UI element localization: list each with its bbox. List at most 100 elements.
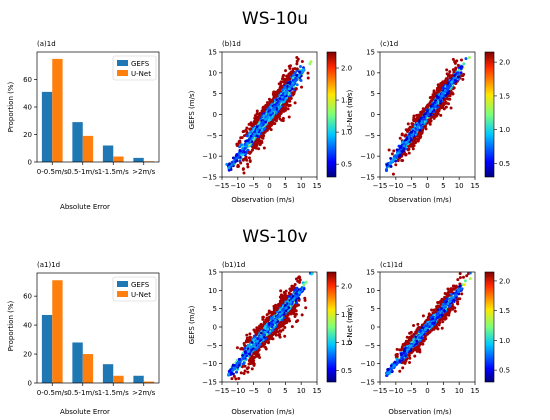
ytick-label: 15 xyxy=(208,269,217,277)
xtick-label: −10 xyxy=(388,387,403,395)
bar-a1-ylabel: Proportion (%) xyxy=(7,301,15,352)
ytick-label: 5 xyxy=(213,90,217,98)
scatter-b-ylabel: GEFS (m/s) xyxy=(188,90,196,129)
row-title-ws10v: WS-10v xyxy=(242,227,307,247)
xtick-label: 0.5-1m/s xyxy=(67,389,98,397)
scatter-c1-points xyxy=(385,272,472,377)
xtick-label: 5 xyxy=(441,182,445,190)
ytick-label: −10 xyxy=(360,153,375,161)
ytick-label: 0 xyxy=(213,111,217,119)
colorbar-tick-label: 1.5 xyxy=(499,92,510,100)
panel-title-c: (c)1d xyxy=(380,40,398,48)
bar-a1-gefs-3 xyxy=(133,376,143,383)
legend-label-gefs: GEFS xyxy=(131,281,150,289)
ytick-label: 20 xyxy=(23,131,32,139)
legend-label-u-net: U-Net xyxy=(131,70,151,78)
bar-a-gefs-1 xyxy=(72,122,82,162)
ytick-label: 20 xyxy=(23,351,32,359)
ytick-label: −10 xyxy=(202,360,217,368)
xtick-label: −5 xyxy=(407,387,417,395)
colorbar-c1 xyxy=(485,272,494,382)
bar-a-gefs-0 xyxy=(42,92,52,162)
legend-label-gefs: GEFS xyxy=(131,60,150,68)
bar-a-u-net-2 xyxy=(113,157,123,163)
colorbar-tick-label: 1.0 xyxy=(341,129,352,137)
xtick-label: 15 xyxy=(471,182,480,190)
xtick-label: −5 xyxy=(407,182,417,190)
legend-swatch-u-net xyxy=(117,291,128,297)
xtick-label: 10 xyxy=(297,182,306,190)
ytick-label: 15 xyxy=(208,49,217,57)
scatter-c-xlabel: Observation (m/s) xyxy=(388,196,451,204)
ytick-label: 60 xyxy=(23,76,32,84)
ytick-label: −10 xyxy=(202,153,217,161)
ytick-label: 0 xyxy=(28,159,32,167)
bar-a-u-net-1 xyxy=(83,136,93,162)
ytick-label: 0 xyxy=(371,324,375,332)
xtick-label: 0 xyxy=(267,182,271,190)
ytick-label: −5 xyxy=(365,342,375,350)
xtick-label: 0.5-1m/s xyxy=(67,168,98,176)
xtick-label: >2m/s xyxy=(132,168,155,176)
xtick-label: 10 xyxy=(455,387,464,395)
colorbar-tick-label: 2.0 xyxy=(341,283,352,291)
bar-a-gefs-3 xyxy=(133,158,143,162)
scatter-c1-xlabel: Observation (m/s) xyxy=(388,408,451,416)
legend-swatch-gefs xyxy=(117,60,128,66)
ytick-label: 0 xyxy=(213,324,217,332)
colorbar-tick-label: 1.5 xyxy=(341,311,352,319)
legend-label-u-net: U-Net xyxy=(131,291,151,299)
ytick-label: 10 xyxy=(366,69,375,77)
ytick-label: 10 xyxy=(208,69,217,77)
ytick-label: −5 xyxy=(207,132,217,140)
panel-title-b: (b)1d xyxy=(222,40,241,48)
xtick-label: 5 xyxy=(283,182,287,190)
bar-a1-gefs-0 xyxy=(42,315,52,383)
xtick-label: 15 xyxy=(313,182,322,190)
ytick-label: −15 xyxy=(360,379,375,387)
panel-title-a: (a)1d xyxy=(37,40,56,48)
scatter-b1-xlabel: Observation (m/s) xyxy=(231,408,294,416)
colorbar-tick-label: 0.5 xyxy=(341,367,352,375)
xtick-label: 15 xyxy=(471,387,480,395)
panel-title-c1: (c1)1d xyxy=(380,261,403,269)
ytick-label: 60 xyxy=(23,293,32,301)
xtick-label: 1-1.5m/s xyxy=(98,168,129,176)
ytick-label: 10 xyxy=(366,287,375,295)
ytick-label: −5 xyxy=(207,342,217,350)
ytick-label: 5 xyxy=(371,90,375,98)
scatter-c-points xyxy=(385,56,471,175)
ytick-label: 0 xyxy=(371,111,375,119)
colorbar-tick-label: 2.0 xyxy=(341,65,352,73)
ytick-label: 15 xyxy=(366,49,375,57)
legend-swatch-u-net xyxy=(117,70,128,76)
colorbar-tick-label: 0.5 xyxy=(499,160,510,168)
xtick-label: 1-1.5m/s xyxy=(98,389,129,397)
colorbar-tick-label: 1.0 xyxy=(341,339,352,347)
ytick-label: 40 xyxy=(23,322,32,330)
xtick-label: 5 xyxy=(441,387,445,395)
bar-a-u-net-0 xyxy=(52,59,62,162)
colorbar-tick-label: 1.0 xyxy=(499,337,510,345)
xtick-label: 0 xyxy=(425,387,429,395)
xtick-label: 0 xyxy=(425,182,429,190)
colorbar-tick-label: 0.5 xyxy=(499,367,510,375)
bar-a1-u-net-0 xyxy=(52,280,62,383)
xtick-label: −5 xyxy=(249,387,259,395)
panel-title-b1: (b1)1d xyxy=(222,261,245,269)
colorbar-tick-label: 1.5 xyxy=(341,97,352,105)
bar-a1-xlabel: Absolute Error xyxy=(60,408,110,416)
panel-title-a1: (a1)1d xyxy=(37,261,60,269)
scatter-b-points xyxy=(225,56,312,174)
xtick-label: −10 xyxy=(230,387,245,395)
colorbar-b xyxy=(327,52,336,177)
bar-a-gefs-2 xyxy=(103,146,113,163)
xtick-label: 0-0.5m/s xyxy=(37,389,68,397)
ytick-label: −5 xyxy=(365,132,375,140)
xtick-label: 10 xyxy=(297,387,306,395)
xtick-label: 0-0.5m/s xyxy=(37,168,68,176)
ytick-label: 40 xyxy=(23,104,32,112)
xtick-label: >2m/s xyxy=(132,389,155,397)
